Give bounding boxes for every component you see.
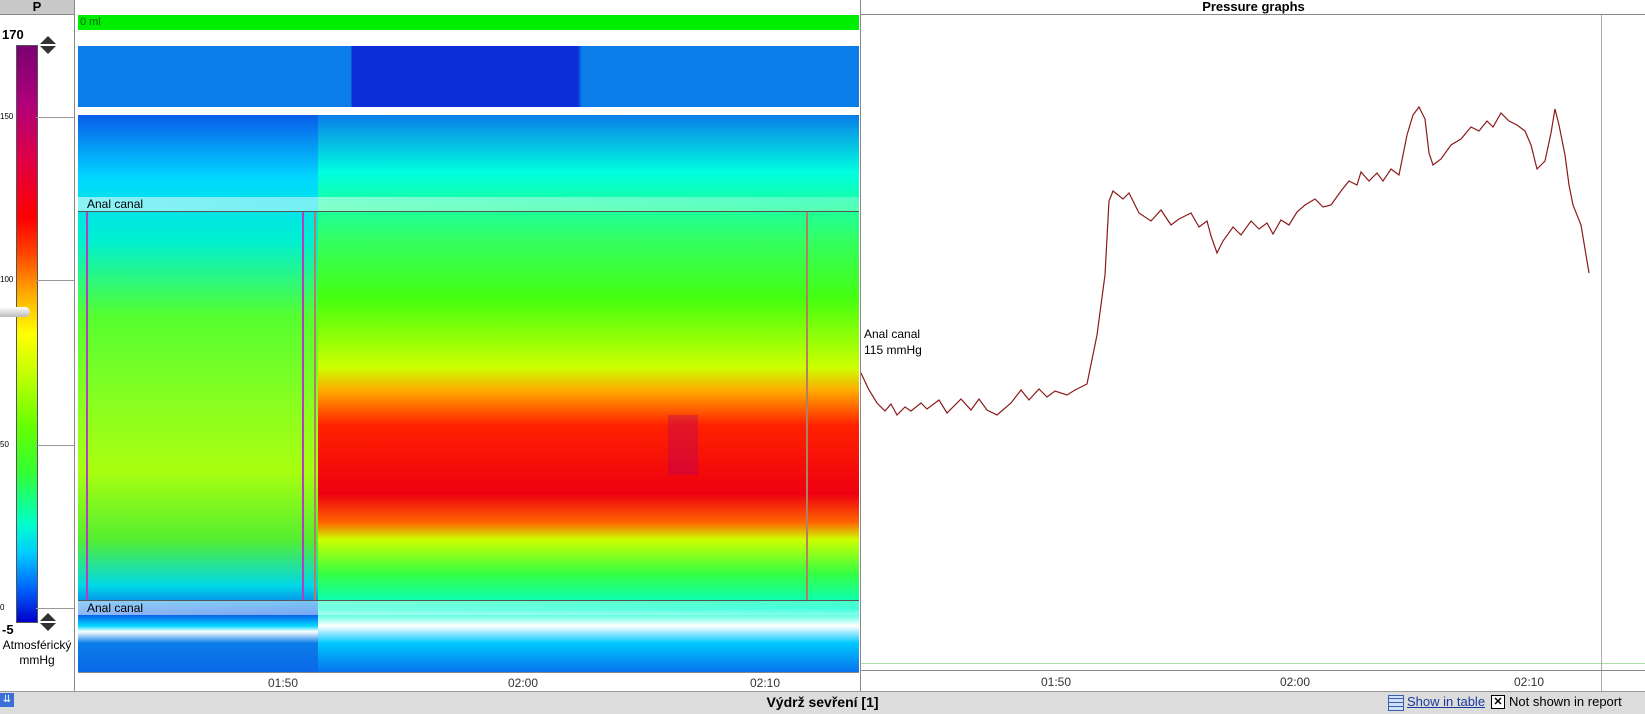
graph-channel-label: Anal canal 115 mmHg (864, 326, 922, 358)
report-exclude-checkbox[interactable]: ✕ (1491, 695, 1505, 709)
time-tick: 02:00 (508, 676, 539, 690)
graph-channel-name: Anal canal (864, 327, 921, 341)
report-status-label: Not shown in report (1509, 694, 1622, 709)
scale-tick-0: 0 (0, 603, 5, 612)
scale-tick-100: 100 (0, 275, 14, 284)
scale-min-value[interactable]: -5 (2, 622, 14, 637)
scale-min-down-icon[interactable] (40, 623, 56, 631)
pressure-line (860, 105, 1590, 416)
scale-min-up-icon[interactable] (40, 613, 56, 621)
show-in-table-link[interactable]: Show in table (1407, 694, 1486, 709)
baseline-line (861, 663, 1645, 664)
graph-channel-value: 115 mmHg (864, 343, 922, 357)
pressure-colorbar (16, 45, 38, 623)
scale-unit-label: Atmosférický mmHg (0, 638, 74, 668)
topography-time-axis: 01:50 02:00 02:10 (78, 672, 859, 694)
region-boundary (78, 211, 859, 212)
time-tick: 01:50 (268, 676, 299, 690)
scale-max-down-icon[interactable] (40, 46, 56, 54)
time-tick: 02:00 (1280, 675, 1310, 689)
scale-max-up-icon[interactable] (40, 36, 56, 44)
collapse-icon[interactable]: ⇊ (0, 693, 14, 707)
scale-header: P (0, 0, 75, 15)
scale-tickline (36, 445, 74, 446)
time-tick: 02:10 (1514, 675, 1544, 689)
spacer (78, 107, 859, 115)
scale-max-value[interactable]: 170 (2, 27, 24, 42)
pressure-graphs-title: Pressure graphs (860, 0, 1645, 15)
status-bar (0, 691, 1645, 714)
table-icon[interactable] (1388, 695, 1404, 711)
marker-line (302, 212, 304, 600)
pressure-graph-svg: 01:50 02:00 02:10 (860, 15, 1645, 691)
scale-unit-mmhg: mmHg (19, 653, 55, 667)
spacer (78, 30, 859, 46)
scale-slider-handle[interactable] (0, 307, 30, 317)
time-tick: 02:10 (750, 676, 781, 690)
scale-tickline (36, 280, 74, 281)
pressure-graph[interactable]: 01:50 02:00 02:10 (860, 15, 1645, 691)
scale-tickline (36, 608, 74, 609)
scale-tick-50: 50 (0, 440, 9, 449)
scale-unit-reference: Atmosférický (2, 638, 72, 652)
region-label-top[interactable]: Anal canal (78, 197, 859, 211)
region-label-bottom[interactable]: Anal canal (78, 601, 859, 615)
time-tick: 01:50 (1041, 675, 1071, 689)
marker-line (806, 212, 808, 600)
marker-line (86, 212, 88, 600)
volume-bar: 0 ml (78, 15, 859, 30)
region-boundary (78, 600, 859, 601)
topo-hotspot (668, 415, 698, 475)
marker-line (314, 212, 316, 600)
graph-right-border (1601, 15, 1602, 691)
topography-panel[interactable]: 0 ml (78, 15, 859, 691)
scale-tickline (36, 117, 74, 118)
pressure-topography-plot[interactable]: Anal canal Anal canal (78, 115, 859, 689)
graph-axis-line (861, 670, 1645, 671)
scale-tick-150: 150 (0, 112, 14, 121)
top-sensor-band (78, 46, 859, 107)
protocol-title: Výdrž sevření [1] (766, 694, 879, 710)
